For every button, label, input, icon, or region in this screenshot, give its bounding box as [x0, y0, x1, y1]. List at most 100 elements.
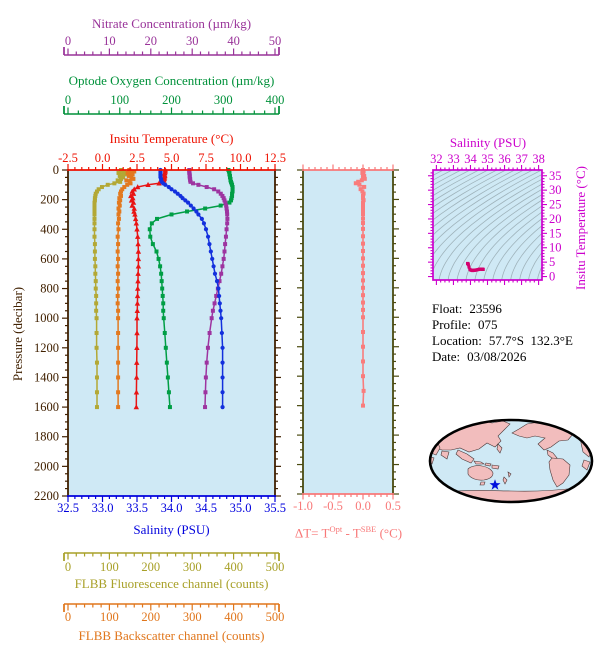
svg-text:400: 400 — [224, 560, 243, 574]
series-delta-t — [353, 168, 367, 408]
salinity-axis-title: Salinity (PSU) — [133, 522, 210, 537]
svg-text:10: 10 — [103, 34, 116, 48]
svg-text:200: 200 — [141, 560, 160, 574]
svg-text:-1.0: -1.0 — [293, 499, 313, 513]
oxygen-axis-title: Optode Oxygen Concentration (µm/kg) — [68, 73, 275, 88]
float-id-value: 23596 — [469, 301, 502, 316]
float-id-label: Float: — [432, 301, 463, 316]
series-fluorescence — [92, 168, 128, 410]
svg-text:36: 36 — [498, 152, 511, 166]
svg-text:0: 0 — [65, 93, 71, 107]
profile-series — [92, 167, 235, 410]
svg-text:300: 300 — [183, 610, 202, 624]
delta-t-label-prefix: ΔT= T — [294, 525, 330, 541]
float-info-block: Float: 23596 Profile: 075 Location: 57.7°S … — [432, 301, 573, 365]
profile-number-label: Profile: — [432, 317, 471, 332]
delta-t-axis-title: ΔT= TOpt - TSBE (°C) — [286, 522, 411, 540]
svg-text:0: 0 — [65, 560, 71, 574]
svg-text:32.5: 32.5 — [57, 501, 79, 515]
date-value: 03/08/2026 — [467, 349, 527, 364]
svg-text:40: 40 — [227, 34, 240, 48]
delta-t-label-suffix: (°C) — [376, 525, 403, 541]
nitrate-ruler: 0 10 20 30 40 50 — [63, 34, 282, 56]
svg-text:33.5: 33.5 — [126, 501, 148, 515]
svg-text:2200: 2200 — [34, 489, 59, 503]
svg-text:30: 30 — [549, 183, 562, 197]
svg-text:1200: 1200 — [34, 341, 59, 355]
svg-text:0.5: 0.5 — [385, 499, 401, 513]
nitrate-axis-title: Nitrate Concentration (µm/kg) — [91, 16, 252, 31]
backscatter-axis-title: FLBB Backscatter channel (counts) — [78, 628, 265, 643]
main-plot-axes: 0 200 400 600 800 1000 1200 1400 1600 1800 2000 220… — [34, 151, 286, 515]
svg-text:20: 20 — [145, 34, 158, 48]
svg-text:500: 500 — [266, 560, 285, 574]
svg-text:200: 200 — [141, 610, 160, 624]
svg-text:5: 5 — [549, 255, 555, 269]
svg-text:34.5: 34.5 — [195, 501, 217, 515]
svg-text:2.5: 2.5 — [129, 151, 145, 165]
temperature-axis-title: Insitu Temperature (°C) — [109, 131, 234, 146]
delta-t-label-mid: - T — [342, 525, 361, 541]
profile-number-value: 075 — [478, 317, 498, 332]
series-ts-profile — [466, 261, 485, 273]
svg-text:30: 30 — [186, 34, 199, 48]
series-oxygen — [147, 168, 235, 410]
profile-number-row: Profile: 075 — [432, 317, 573, 333]
delta-t-plot-axes: -1.0 -0.5 0.0 0.5 — [293, 164, 401, 513]
ts-isopycnal-contours — [433, 170, 542, 280]
svg-text:400: 400 — [266, 93, 285, 107]
svg-text:33: 33 — [447, 152, 460, 166]
svg-text:200: 200 — [40, 193, 59, 207]
svg-text:-0.5: -0.5 — [323, 499, 343, 513]
svg-text:35.0: 35.0 — [230, 501, 252, 515]
delta-t-label-sup-sbe: SBE — [360, 524, 377, 534]
svg-text:1400: 1400 — [34, 370, 59, 384]
location-row: Location: 57.7°S 132.3°E — [432, 333, 573, 349]
svg-text:5.0: 5.0 — [164, 151, 180, 165]
svg-text:25: 25 — [549, 198, 562, 212]
svg-text:50: 50 — [269, 34, 282, 48]
svg-text:37: 37 — [515, 152, 528, 166]
fluorescence-ruler: 0 100 200 300 400 500 — [63, 552, 285, 574]
svg-text:1800: 1800 — [34, 430, 59, 444]
svg-text:0: 0 — [53, 163, 59, 177]
svg-text:34.0: 34.0 — [161, 501, 183, 515]
svg-text:400: 400 — [40, 222, 59, 236]
date-row: Date: 03/08/2026 — [432, 349, 573, 365]
ts-salinity-axis-title: Salinity (PSU) — [449, 135, 527, 150]
float-position-star — [489, 479, 501, 490]
location-label: Location: — [432, 333, 482, 348]
pressure-axis-title: Pressure (decibar) — [10, 286, 25, 382]
oxygen-ruler: 0 100 200 300 400 — [63, 93, 285, 115]
backscatter-ruler: 0 100 200 300 400 500 — [63, 603, 284, 624]
svg-text:200: 200 — [162, 93, 181, 107]
world-map — [428, 418, 594, 504]
series-salinity — [158, 167, 225, 410]
svg-text:20: 20 — [549, 212, 562, 226]
svg-text:300: 300 — [183, 560, 202, 574]
svg-text:35.5: 35.5 — [264, 501, 286, 515]
svg-text:600: 600 — [40, 252, 59, 266]
svg-text:35: 35 — [481, 152, 494, 166]
svg-text:400: 400 — [224, 610, 243, 624]
plot-backgrounds — [68, 170, 542, 496]
svg-text:1600: 1600 — [34, 400, 59, 414]
svg-text:100: 100 — [110, 93, 129, 107]
svg-text:0: 0 — [65, 610, 71, 624]
svg-text:35: 35 — [549, 169, 562, 183]
svg-text:34: 34 — [464, 152, 477, 166]
svg-text:800: 800 — [40, 282, 59, 296]
fluorescence-axis-title: FLBB Fluorescence channel (counts) — [74, 576, 269, 591]
svg-text:300: 300 — [214, 93, 233, 107]
date-label: Date: — [432, 349, 461, 364]
svg-text:0.0: 0.0 — [95, 151, 111, 165]
svg-text:0: 0 — [549, 270, 555, 284]
svg-text:33.0: 33.0 — [92, 501, 114, 515]
svg-text:38: 38 — [532, 152, 545, 166]
svg-text:32: 32 — [430, 152, 443, 166]
delta-t-label-sup-opt: Opt — [329, 524, 343, 534]
svg-text:1000: 1000 — [34, 311, 59, 325]
svg-text:12.5: 12.5 — [264, 151, 286, 165]
series-temperature — [128, 167, 168, 410]
